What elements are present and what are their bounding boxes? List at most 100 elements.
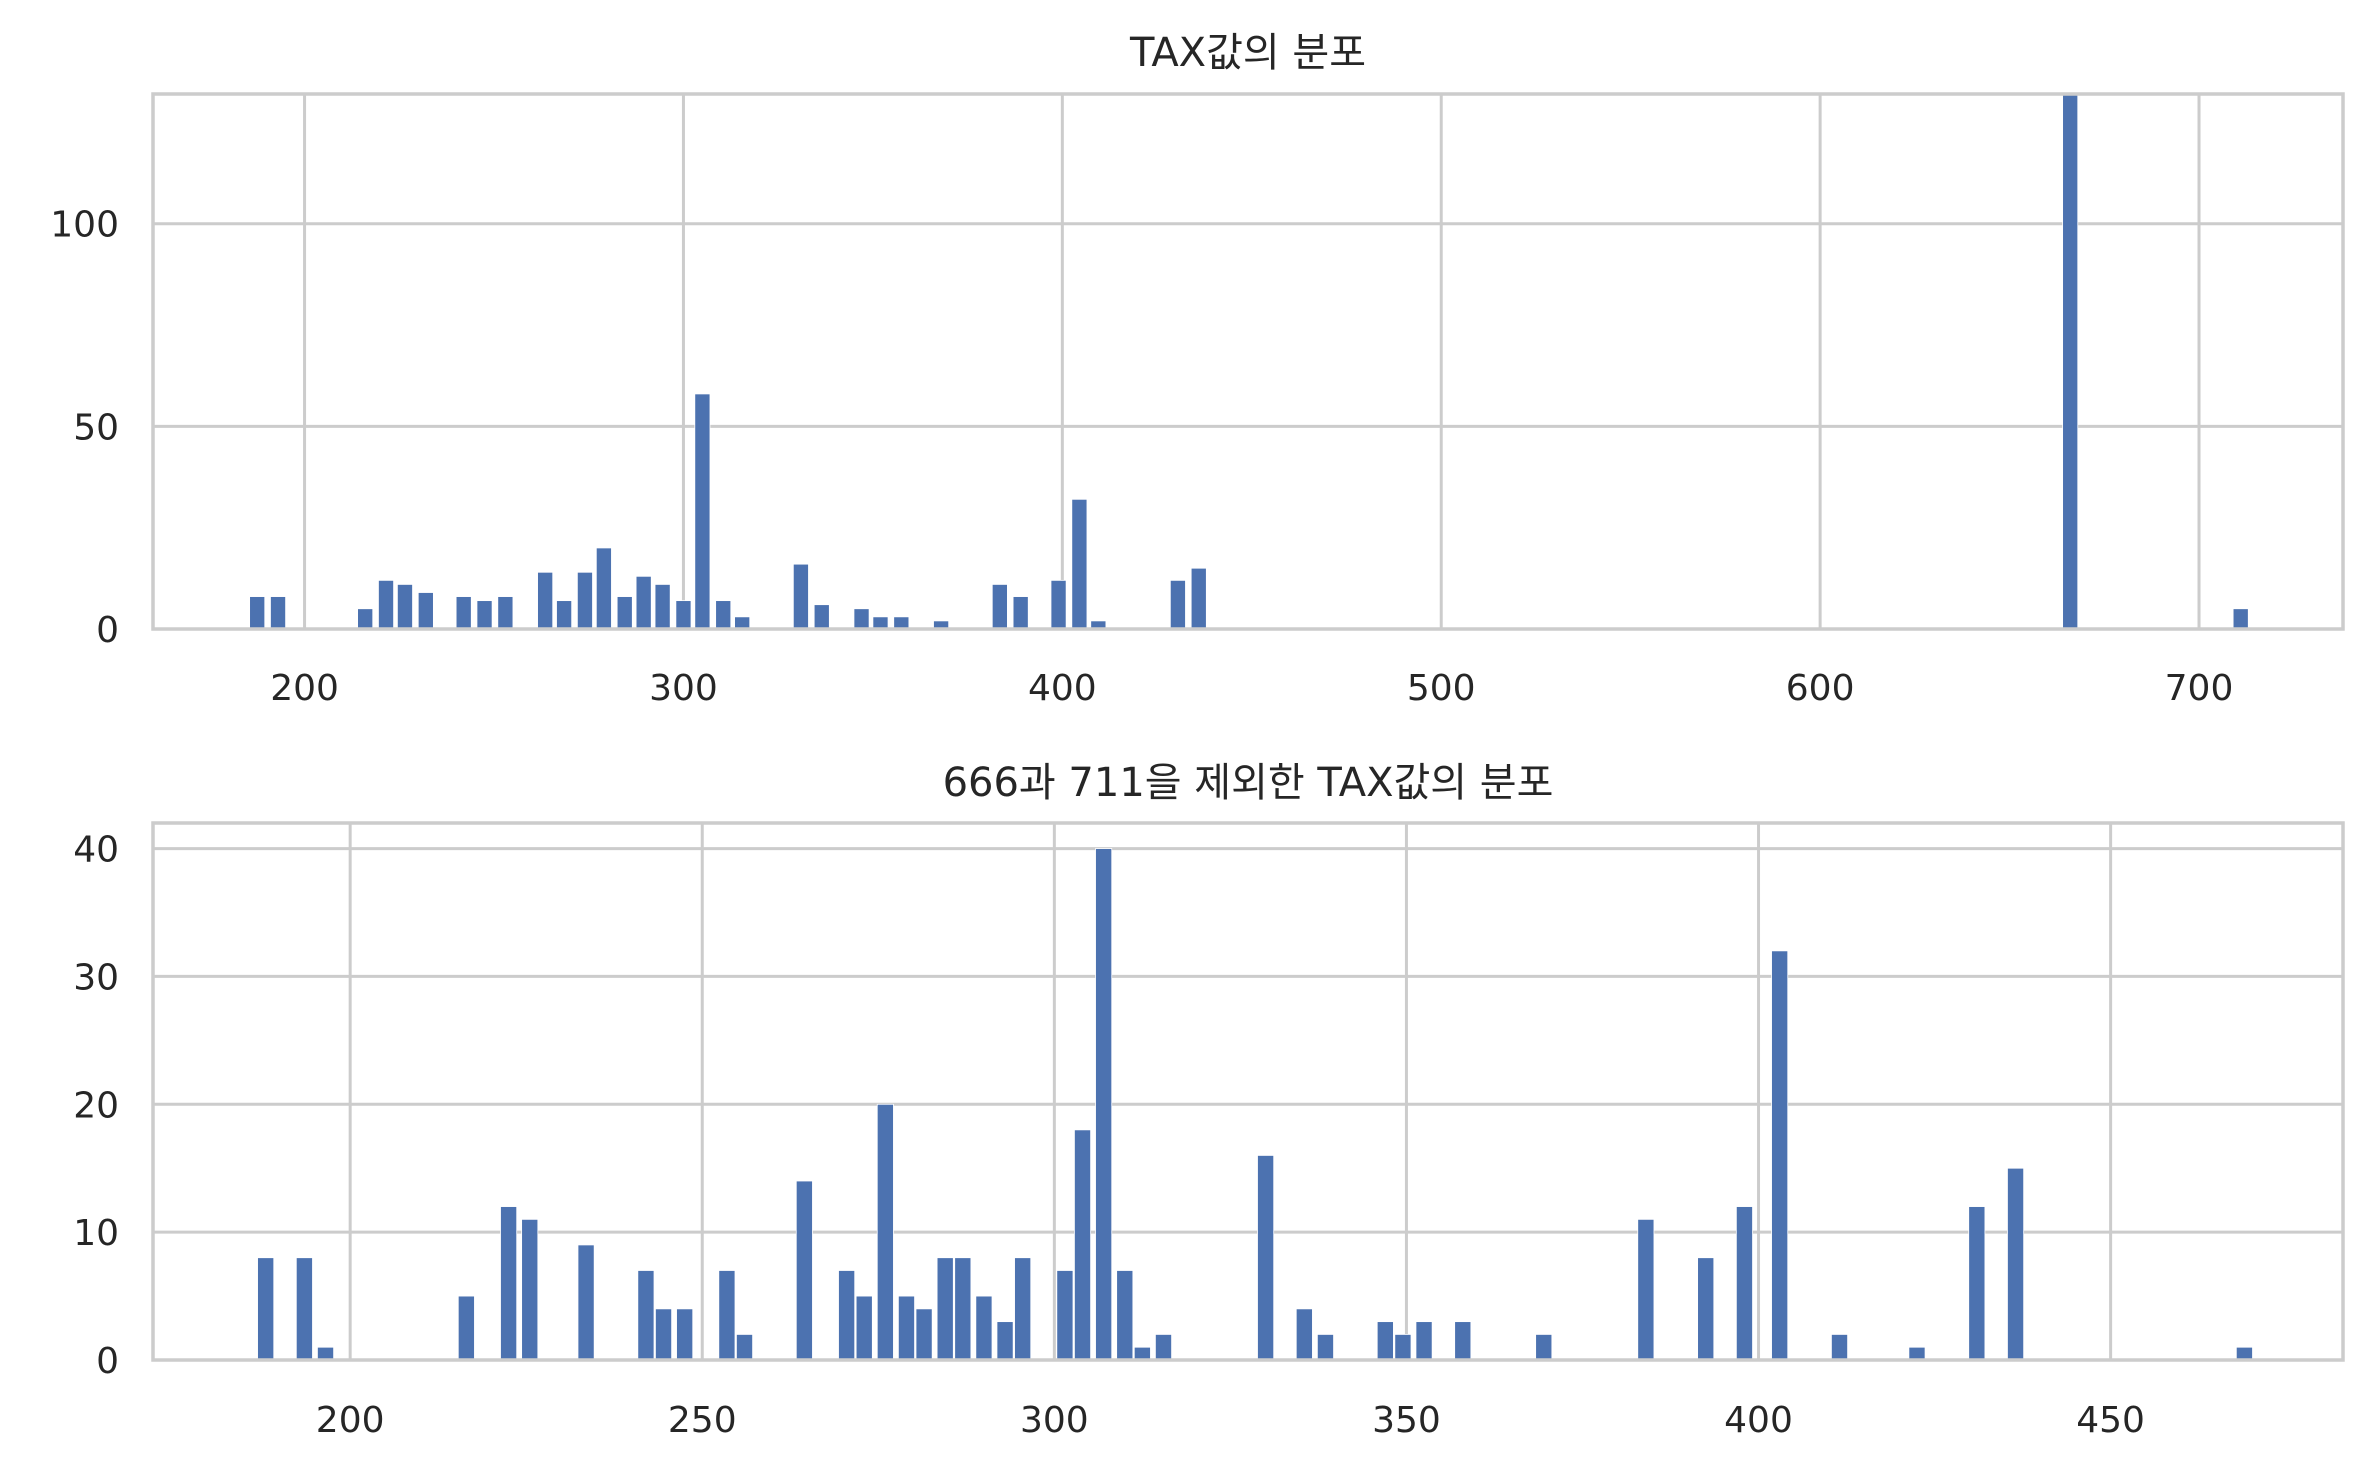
histogram-bar [295, 1257, 313, 1361]
y-tick-label: 10 [73, 1213, 119, 1254]
histogram-bar [1316, 1334, 1334, 1361]
y-tick-label: 100 [50, 205, 119, 246]
axes-frame [151, 821, 2345, 1362]
x-tick-label: 500 [1407, 668, 1476, 709]
chart-title: 666과 711을 제외한 TAX값의 분포 [943, 760, 1554, 806]
histogram-bar [1535, 1334, 1553, 1361]
histogram-bar [1376, 1321, 1394, 1361]
x-tick-label: 400 [1724, 1400, 1793, 1441]
histogram-bar [734, 616, 751, 630]
y-tick-label: 0 [96, 610, 119, 651]
histogram-bar [975, 1295, 993, 1361]
histogram-bar [1454, 1321, 1472, 1361]
y-tick-label: 20 [73, 1085, 119, 1126]
histogram-bar [876, 1103, 894, 1361]
histogram-bar [1050, 579, 1067, 630]
chart-tax-distribution-filtered: 666과 711을 제외한 TAX값의 분포 200 250 300 350 400 45… [73, 760, 2345, 1441]
histogram-bar [676, 1308, 694, 1361]
histogram-bar [457, 1295, 475, 1361]
histogram-bar [1697, 1257, 1715, 1361]
bars [249, 93, 2249, 630]
histogram-bar [537, 571, 554, 630]
histogram-bar [616, 596, 633, 630]
histogram-bar [1133, 1346, 1151, 1361]
histogram-bar [813, 604, 830, 630]
chart-tax-distribution: TAX값의 분포 200 300 400 500 600 700 0 50 100 [50, 30, 2345, 709]
x-tick-label: 350 [1372, 1400, 1441, 1441]
histogram-bar [249, 596, 266, 630]
x-tick-label: 200 [270, 668, 339, 709]
histogram-bar [257, 1257, 275, 1361]
histogram-bar [317, 1346, 335, 1361]
histogram-bar [270, 596, 287, 630]
y-tick-label: 30 [73, 957, 119, 998]
histogram-bar [2007, 1167, 2025, 1361]
x-tick-label: 450 [2076, 1400, 2145, 1441]
histogram-bar [378, 579, 394, 630]
histogram-bar [1056, 1270, 1074, 1361]
histogram-bar [694, 393, 711, 630]
histogram-bar [556, 600, 573, 630]
histogram-bar [838, 1270, 856, 1361]
y-tick-label: 40 [73, 830, 119, 871]
histogram-bar [715, 600, 732, 630]
histogram-bar [577, 1244, 595, 1361]
histogram-bar [853, 608, 870, 630]
histogram-bar [996, 1321, 1014, 1361]
histogram-bar [1394, 1334, 1412, 1361]
histogram-bar [635, 575, 652, 630]
histogram-bar [1071, 498, 1088, 630]
histogram-bar [1257, 1155, 1275, 1361]
histogram-bar [954, 1257, 972, 1361]
histogram-bar [476, 600, 493, 630]
x-tick-label: 250 [668, 1400, 737, 1441]
histogram-bar [1169, 579, 1186, 630]
histogram-bar [1637, 1218, 1655, 1361]
histogram-bar [893, 616, 910, 630]
histogram-bar [595, 547, 612, 630]
histogram-bar [675, 600, 692, 630]
y-tick-label: 0 [96, 1341, 119, 1382]
histogram-bar [872, 616, 889, 630]
histogram-bar [1908, 1346, 1926, 1361]
histogram-bar [991, 584, 1008, 630]
histogram-bar [2232, 608, 2249, 630]
chart-title: TAX값의 분포 [1129, 30, 1366, 76]
histogram-bar [521, 1218, 539, 1361]
histogram-bar [1074, 1129, 1092, 1361]
histogram-bar [2235, 1346, 2253, 1361]
x-tick-label: 200 [316, 1400, 385, 1441]
histogram-bar [654, 584, 671, 630]
histogram-bar [2062, 93, 2079, 630]
histogram-bar [897, 1295, 915, 1361]
axes-frame [151, 92, 2345, 631]
y-tick-label: 50 [73, 407, 119, 448]
histogram-bar [1831, 1334, 1849, 1361]
histogram-bar [855, 1295, 873, 1361]
histogram-bar [500, 1206, 518, 1361]
histogram-bar [1190, 567, 1207, 630]
x-tick-label: 300 [649, 668, 718, 709]
histogram-bar [396, 584, 413, 630]
histogram-bar [718, 1270, 736, 1361]
gridlines [153, 94, 2343, 631]
x-tick-label: 600 [1786, 668, 1855, 709]
histogram-bar [1968, 1206, 1986, 1361]
histogram-bar [936, 1257, 954, 1361]
x-tick-label: 300 [1020, 1400, 1089, 1441]
histogram-bar [1012, 596, 1029, 630]
histogram-bar [497, 596, 514, 630]
histogram-bar [1155, 1334, 1172, 1361]
histogram-bar [1116, 1270, 1134, 1361]
histogram-bar [1735, 1206, 1753, 1361]
histogram-bar [637, 1270, 655, 1361]
histogram-bar [357, 608, 374, 630]
histogram-bar [576, 571, 593, 630]
x-tick-label: 700 [2165, 668, 2234, 709]
bars [257, 848, 2253, 1361]
histogram-bar [915, 1308, 933, 1361]
histogram-bar [1415, 1321, 1433, 1361]
histogram-bar [736, 1334, 754, 1361]
histogram-bar [455, 596, 472, 630]
histogram-bar [417, 592, 434, 630]
